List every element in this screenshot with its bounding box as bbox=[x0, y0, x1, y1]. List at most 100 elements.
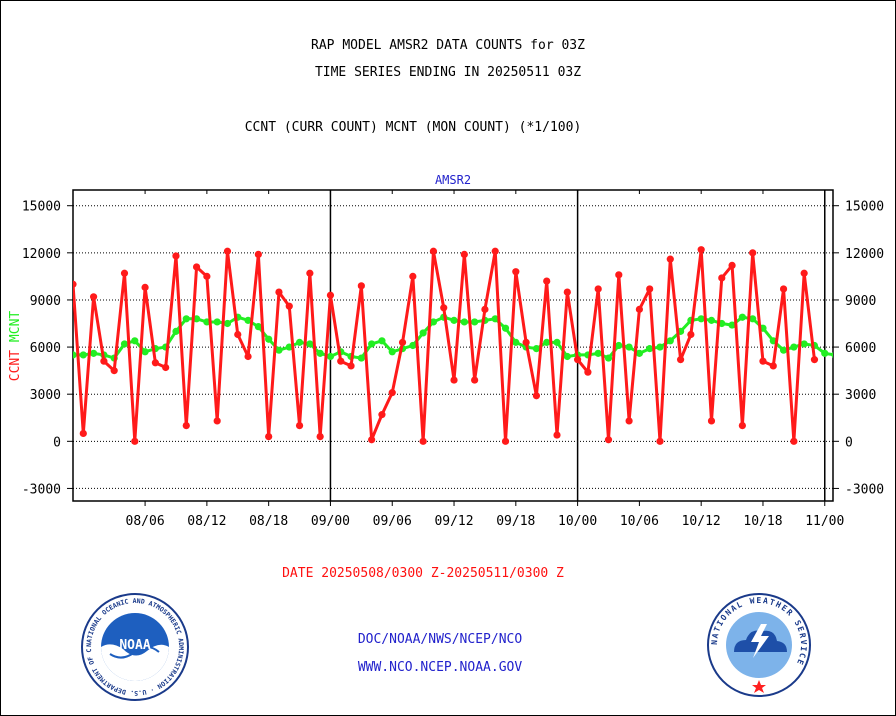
y-tick-label-right: 6000 bbox=[845, 341, 876, 356]
mcnt-point bbox=[831, 351, 833, 358]
series-label: AMSR2 bbox=[434, 173, 472, 187]
ccnt-point bbox=[460, 250, 468, 258]
ccnt-point bbox=[172, 252, 180, 260]
y-tick-label-left: 9000 bbox=[30, 294, 61, 309]
y-tick-label-left: 6000 bbox=[30, 341, 61, 356]
mcnt-point bbox=[388, 348, 396, 356]
mcnt-point bbox=[368, 340, 376, 348]
mcnt-point bbox=[89, 349, 98, 357]
ccnt-point bbox=[182, 422, 190, 430]
mcnt-point bbox=[254, 323, 262, 331]
ccnt-line bbox=[73, 248, 816, 443]
mcnt-point bbox=[285, 343, 293, 351]
y-axis-label-ccnt: CCNT bbox=[8, 350, 23, 381]
x-tick-label: 09/12 bbox=[434, 514, 473, 529]
mcnt-point bbox=[646, 345, 654, 353]
ccnt-point bbox=[532, 392, 541, 400]
ccnt-point bbox=[213, 417, 221, 425]
ccnt-point bbox=[73, 280, 77, 288]
ccnt-point bbox=[151, 359, 159, 367]
ccnt-point bbox=[234, 330, 242, 339]
y-tick-label-right: 15000 bbox=[845, 200, 884, 215]
mcnt-point bbox=[460, 318, 468, 326]
ccnt-point bbox=[563, 288, 571, 296]
ccnt-point bbox=[306, 269, 314, 277]
axis-layer bbox=[67, 189, 839, 506]
series-ccnt bbox=[73, 246, 819, 445]
noaa-center-text: NOAA bbox=[119, 638, 150, 653]
ccnt-point bbox=[707, 417, 716, 425]
mcnt-point bbox=[615, 341, 623, 350]
ccnt-point bbox=[347, 362, 355, 370]
mcnt-point bbox=[378, 337, 386, 345]
ccnt-point bbox=[471, 376, 479, 384]
ccnt-point bbox=[295, 422, 304, 430]
ccnt-point bbox=[584, 368, 592, 376]
y-tick-label-right: 0 bbox=[845, 435, 853, 450]
ccnt-point bbox=[120, 269, 129, 277]
ccnt-point bbox=[481, 305, 489, 313]
mcnt-point bbox=[604, 354, 613, 362]
x-tick-label: 08/12 bbox=[187, 514, 226, 529]
ccnt-point bbox=[141, 283, 149, 291]
ccnt-point bbox=[728, 261, 736, 269]
ccnt-point bbox=[440, 304, 448, 312]
mcnt-point bbox=[306, 340, 314, 348]
y-tick-label-left: 0 bbox=[53, 435, 61, 450]
mcnt-point bbox=[707, 316, 716, 324]
mcnt-point bbox=[326, 352, 335, 361]
ccnt-point bbox=[759, 357, 767, 365]
mcnt-point bbox=[275, 346, 283, 354]
y-tick-label-right: 3000 bbox=[845, 388, 876, 403]
ccnt-point bbox=[265, 433, 273, 441]
y-axis-label-mcnt: MCNT bbox=[8, 311, 23, 350]
x-tick-label: 08/18 bbox=[249, 514, 288, 529]
ccnt-point bbox=[790, 437, 798, 445]
x-tick-label: 09/18 bbox=[496, 514, 535, 529]
noaa-logo: NATIONAL OCEANIC AND ATMOSPHERIC ADMINIS… bbox=[80, 592, 189, 701]
mcnt-point bbox=[131, 337, 139, 345]
mcnt-point bbox=[790, 343, 798, 351]
mcnt-point bbox=[800, 340, 808, 348]
ccnt-point bbox=[646, 285, 654, 293]
ccnt-point bbox=[594, 285, 602, 293]
ccnt-point bbox=[326, 291, 335, 299]
ccnt-point bbox=[398, 338, 407, 346]
x-tick-label: 08/06 bbox=[126, 514, 165, 529]
mcnt-point bbox=[512, 338, 520, 346]
ccnt-point bbox=[337, 357, 345, 365]
mcnt-point bbox=[450, 316, 458, 324]
ccnt-point bbox=[110, 367, 118, 375]
plot-border bbox=[72, 189, 834, 502]
ccnt-point bbox=[244, 352, 252, 361]
x-tick-label: 11/00 bbox=[805, 514, 844, 529]
mcnt-point bbox=[821, 349, 829, 357]
y-tick-label-right: 9000 bbox=[845, 294, 876, 309]
mcnt-point bbox=[316, 349, 324, 357]
credit-website[interactable]: WWW.NCO.NCEP.NOAA.GOV bbox=[357, 660, 523, 675]
mcnt-point bbox=[172, 327, 180, 335]
date-range: DATE 20250508/0300 Z-20250511/0300 Z bbox=[282, 566, 564, 581]
chart-title: RAP MODEL AMSR2 DATA COUNTS for 03Z bbox=[311, 38, 585, 53]
mcnt-point bbox=[635, 349, 643, 357]
ccnt-point bbox=[275, 288, 283, 296]
mcnt-point bbox=[223, 319, 232, 328]
mcnt-point bbox=[73, 351, 77, 359]
mcnt-point bbox=[141, 348, 149, 356]
mcnt-point bbox=[471, 318, 479, 326]
ccnt-point bbox=[357, 282, 365, 290]
ccnt-point bbox=[79, 429, 87, 438]
x-tick-label: 10/18 bbox=[743, 514, 782, 529]
x-tick-label: 09/06 bbox=[373, 514, 412, 529]
y-tick-label-left: 3000 bbox=[30, 388, 61, 403]
ccnt-point bbox=[203, 272, 211, 280]
ccnt-point bbox=[388, 389, 396, 397]
y-tick-label-right: 12000 bbox=[845, 247, 884, 262]
mcnt-point bbox=[594, 349, 602, 357]
mcnt-point bbox=[738, 313, 746, 321]
ccnt-point bbox=[635, 305, 643, 313]
ccnt-point bbox=[779, 285, 788, 293]
y-tick-label-left: -3000 bbox=[22, 482, 61, 497]
y-axis-label: CCNT MCNT bbox=[8, 311, 23, 382]
mcnt-point bbox=[749, 315, 757, 323]
